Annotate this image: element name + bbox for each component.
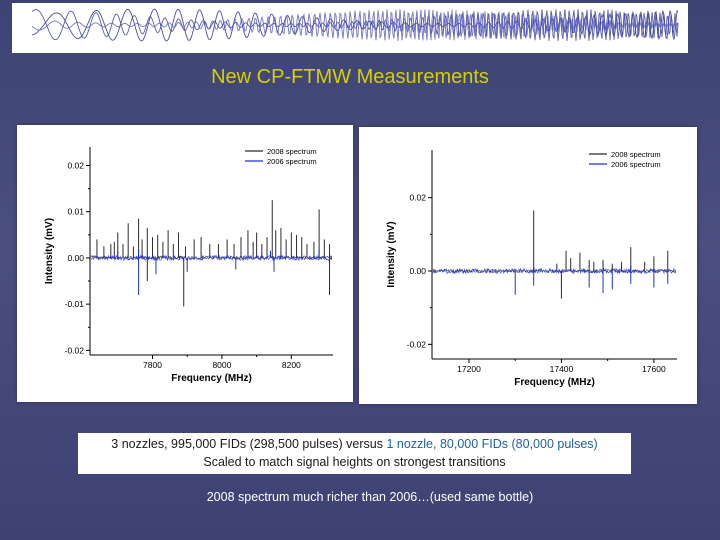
y-tick-label: 0.00 — [409, 266, 426, 276]
y-tick-label: 0.00 — [67, 253, 84, 263]
series-baseline-noise — [432, 267, 677, 275]
x-tick-label: 17200 — [457, 364, 481, 374]
x-axis-label: Frequency (MHz) — [171, 373, 252, 384]
series-2006-spectrum — [90, 249, 333, 295]
y-tick-label: 0.02 — [67, 160, 84, 170]
slide-title: New CP-FTMW Measurements — [211, 66, 489, 88]
legend-label: 2006 spectrum — [611, 160, 661, 169]
chart-panel-right: 0.02 0.00 -0.02 17200 17400 17600 Frequency (M… — [359, 127, 697, 404]
chart-panel-left: 0.02 0.01 0.00 -0.01 -0.02 7800 8000 8200 Freque… — [17, 125, 353, 402]
x-tick-label: 7800 — [143, 360, 162, 370]
series-baseline-noise — [90, 254, 333, 262]
y-axis-label: Intensity (mV) — [44, 218, 55, 284]
y-axis-label: Intensity (mV) — [386, 221, 397, 287]
caption-line-2: Scaled to match signal heights on strong… — [203, 455, 506, 469]
waveform-banner-graphic — [31, 8, 679, 42]
spectrum-chart-left: 0.02 0.01 0.00 -0.01 -0.02 7800 8000 8200 Freque… — [44, 147, 333, 384]
legend-label: 2008 spectrum — [267, 147, 317, 156]
x-tick-label: 8000 — [212, 360, 231, 370]
banner-wave — [31, 9, 679, 41]
banner-wave — [31, 9, 679, 41]
caption-line-1-part-2: 1 nozzle, 80,000 FIDs (80,000 pulses) — [386, 437, 598, 451]
x-tick-label: 17600 — [642, 364, 666, 374]
spectrum-chart-right: 0.02 0.00 -0.02 17200 17400 17600 Frequency (M… — [386, 150, 677, 388]
y-tick-label: 0.01 — [67, 207, 84, 217]
y-tick-label: -0.01 — [65, 299, 85, 309]
x-tick-label: 17400 — [550, 364, 574, 374]
series-2006-spectrum — [432, 265, 677, 295]
caption-box: 3 nozzles, 995,000 FIDs (298,500 pulses)… — [78, 433, 631, 474]
x-tick-label: 8200 — [282, 360, 301, 370]
waveform-banner — [12, 3, 688, 53]
legend-label: 2008 spectrum — [611, 150, 661, 159]
y-tick-label: 0.02 — [409, 193, 426, 203]
caption-line-1: 3 nozzles, 995,000 FIDs (298,500 pulses)… — [78, 435, 631, 453]
series-2008-spectrum — [432, 210, 677, 299]
series-2008-spectrum — [90, 200, 333, 307]
conclusion-text: 2008 spectrum much richer than 2006…(use… — [206, 490, 534, 504]
y-tick-label: -0.02 — [407, 339, 427, 349]
x-axis-label: Frequency (MHz) — [514, 377, 595, 388]
y-tick-label: -0.02 — [65, 345, 85, 355]
caption-line-1-part-1: 3 nozzles, 995,000 FIDs (298,500 pulses)… — [111, 437, 387, 451]
legend-label: 2006 spectrum — [267, 157, 317, 166]
